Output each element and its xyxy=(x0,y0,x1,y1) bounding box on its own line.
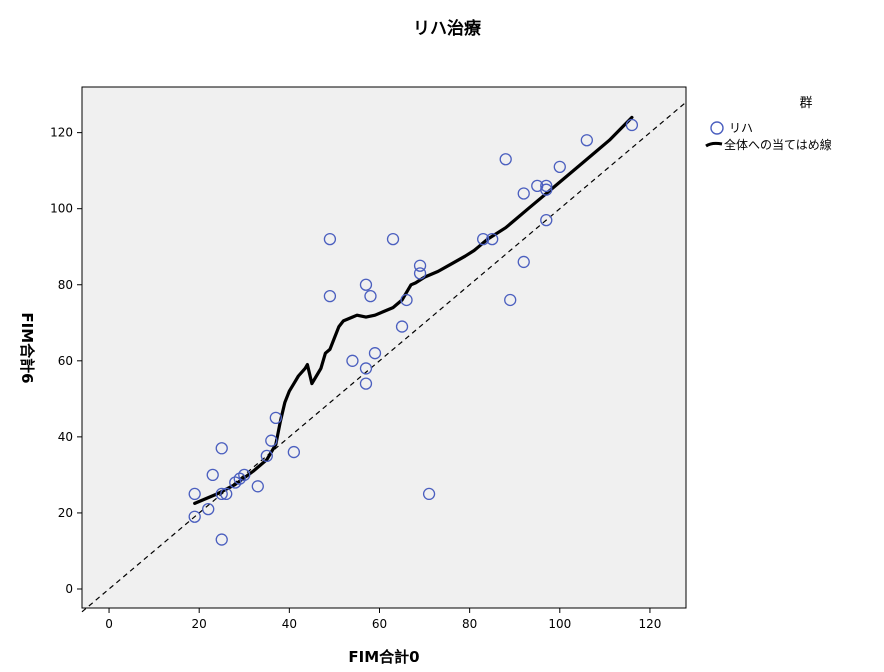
data-point xyxy=(580,134,593,147)
data-point xyxy=(625,118,639,132)
data-point xyxy=(260,449,273,463)
data-point xyxy=(400,293,413,307)
fit-line xyxy=(193,115,634,505)
y-tick-label: 0 xyxy=(65,582,73,596)
chart-title: リハ治療 xyxy=(413,18,482,39)
x-tick-label: 0 xyxy=(105,617,113,631)
y-tick-label: 60 xyxy=(58,354,73,368)
x-tick-label: 60 xyxy=(372,617,387,631)
data-point xyxy=(395,320,409,333)
data-point xyxy=(220,487,233,501)
data-point xyxy=(251,480,264,493)
data-point xyxy=(540,179,553,193)
data-point xyxy=(486,232,499,246)
data-point xyxy=(323,290,337,303)
data-point xyxy=(368,347,382,360)
data-point xyxy=(477,232,490,246)
legend-entry-points: リハ xyxy=(729,121,753,135)
data-point xyxy=(517,255,530,269)
data-point xyxy=(229,476,242,489)
legend-marker-line xyxy=(705,141,723,148)
data-point xyxy=(215,442,228,455)
data-point xyxy=(540,183,553,196)
data-point xyxy=(188,487,201,501)
data-point xyxy=(553,160,566,174)
reference-line-layer xyxy=(81,101,687,613)
y-tick-label: 100 xyxy=(50,202,73,216)
data-point xyxy=(517,187,530,200)
legend-marker-circle xyxy=(710,121,724,135)
data-point xyxy=(215,533,228,546)
y-axis: 0 20 40 60 80 100 120 xyxy=(50,126,82,596)
y-axis-label: FIM合計6 xyxy=(18,312,36,383)
data-point xyxy=(265,434,278,447)
y-tick-label: 20 xyxy=(58,506,73,520)
data-point xyxy=(504,293,517,307)
data-point xyxy=(413,267,427,280)
x-axis: 0 20 40 60 80 100 120 xyxy=(105,608,661,631)
fit-line-layer xyxy=(193,115,634,505)
data-point xyxy=(359,362,373,375)
data-point xyxy=(238,468,251,482)
data-point xyxy=(215,487,228,501)
y-tick-label: 120 xyxy=(50,126,73,140)
data-point xyxy=(422,487,436,501)
data-point xyxy=(413,259,427,272)
data-point xyxy=(269,411,282,425)
x-tick-label: 100 xyxy=(548,617,571,631)
points-layer xyxy=(188,118,639,546)
data-point xyxy=(386,232,400,246)
data-point xyxy=(287,445,301,459)
data-point xyxy=(206,468,219,482)
legend-entry-fit-line: 全体への当てはめ線 xyxy=(724,137,832,152)
reference-line-diagonal xyxy=(81,101,687,613)
legend: 群 リハ 全体への当てはめ線 xyxy=(705,96,832,152)
y-tick-label: 80 xyxy=(58,278,73,292)
data-point xyxy=(359,278,373,291)
plot-area xyxy=(81,86,687,609)
y-tick-label: 40 xyxy=(58,430,73,444)
data-point xyxy=(364,290,377,303)
data-point xyxy=(540,213,553,227)
data-point xyxy=(323,232,337,246)
data-point xyxy=(346,354,359,367)
x-tick-label: 120 xyxy=(638,617,661,631)
data-point xyxy=(202,502,215,516)
data-point xyxy=(499,153,512,166)
legend-title: 群 xyxy=(799,96,812,111)
x-tick-label: 80 xyxy=(462,617,477,631)
data-point xyxy=(188,510,201,523)
data-point xyxy=(359,377,373,390)
x-tick-label: 40 xyxy=(282,617,297,631)
x-tick-label: 20 xyxy=(192,617,207,631)
x-axis-label: FIM合計0 xyxy=(348,648,419,666)
data-point xyxy=(233,472,246,485)
